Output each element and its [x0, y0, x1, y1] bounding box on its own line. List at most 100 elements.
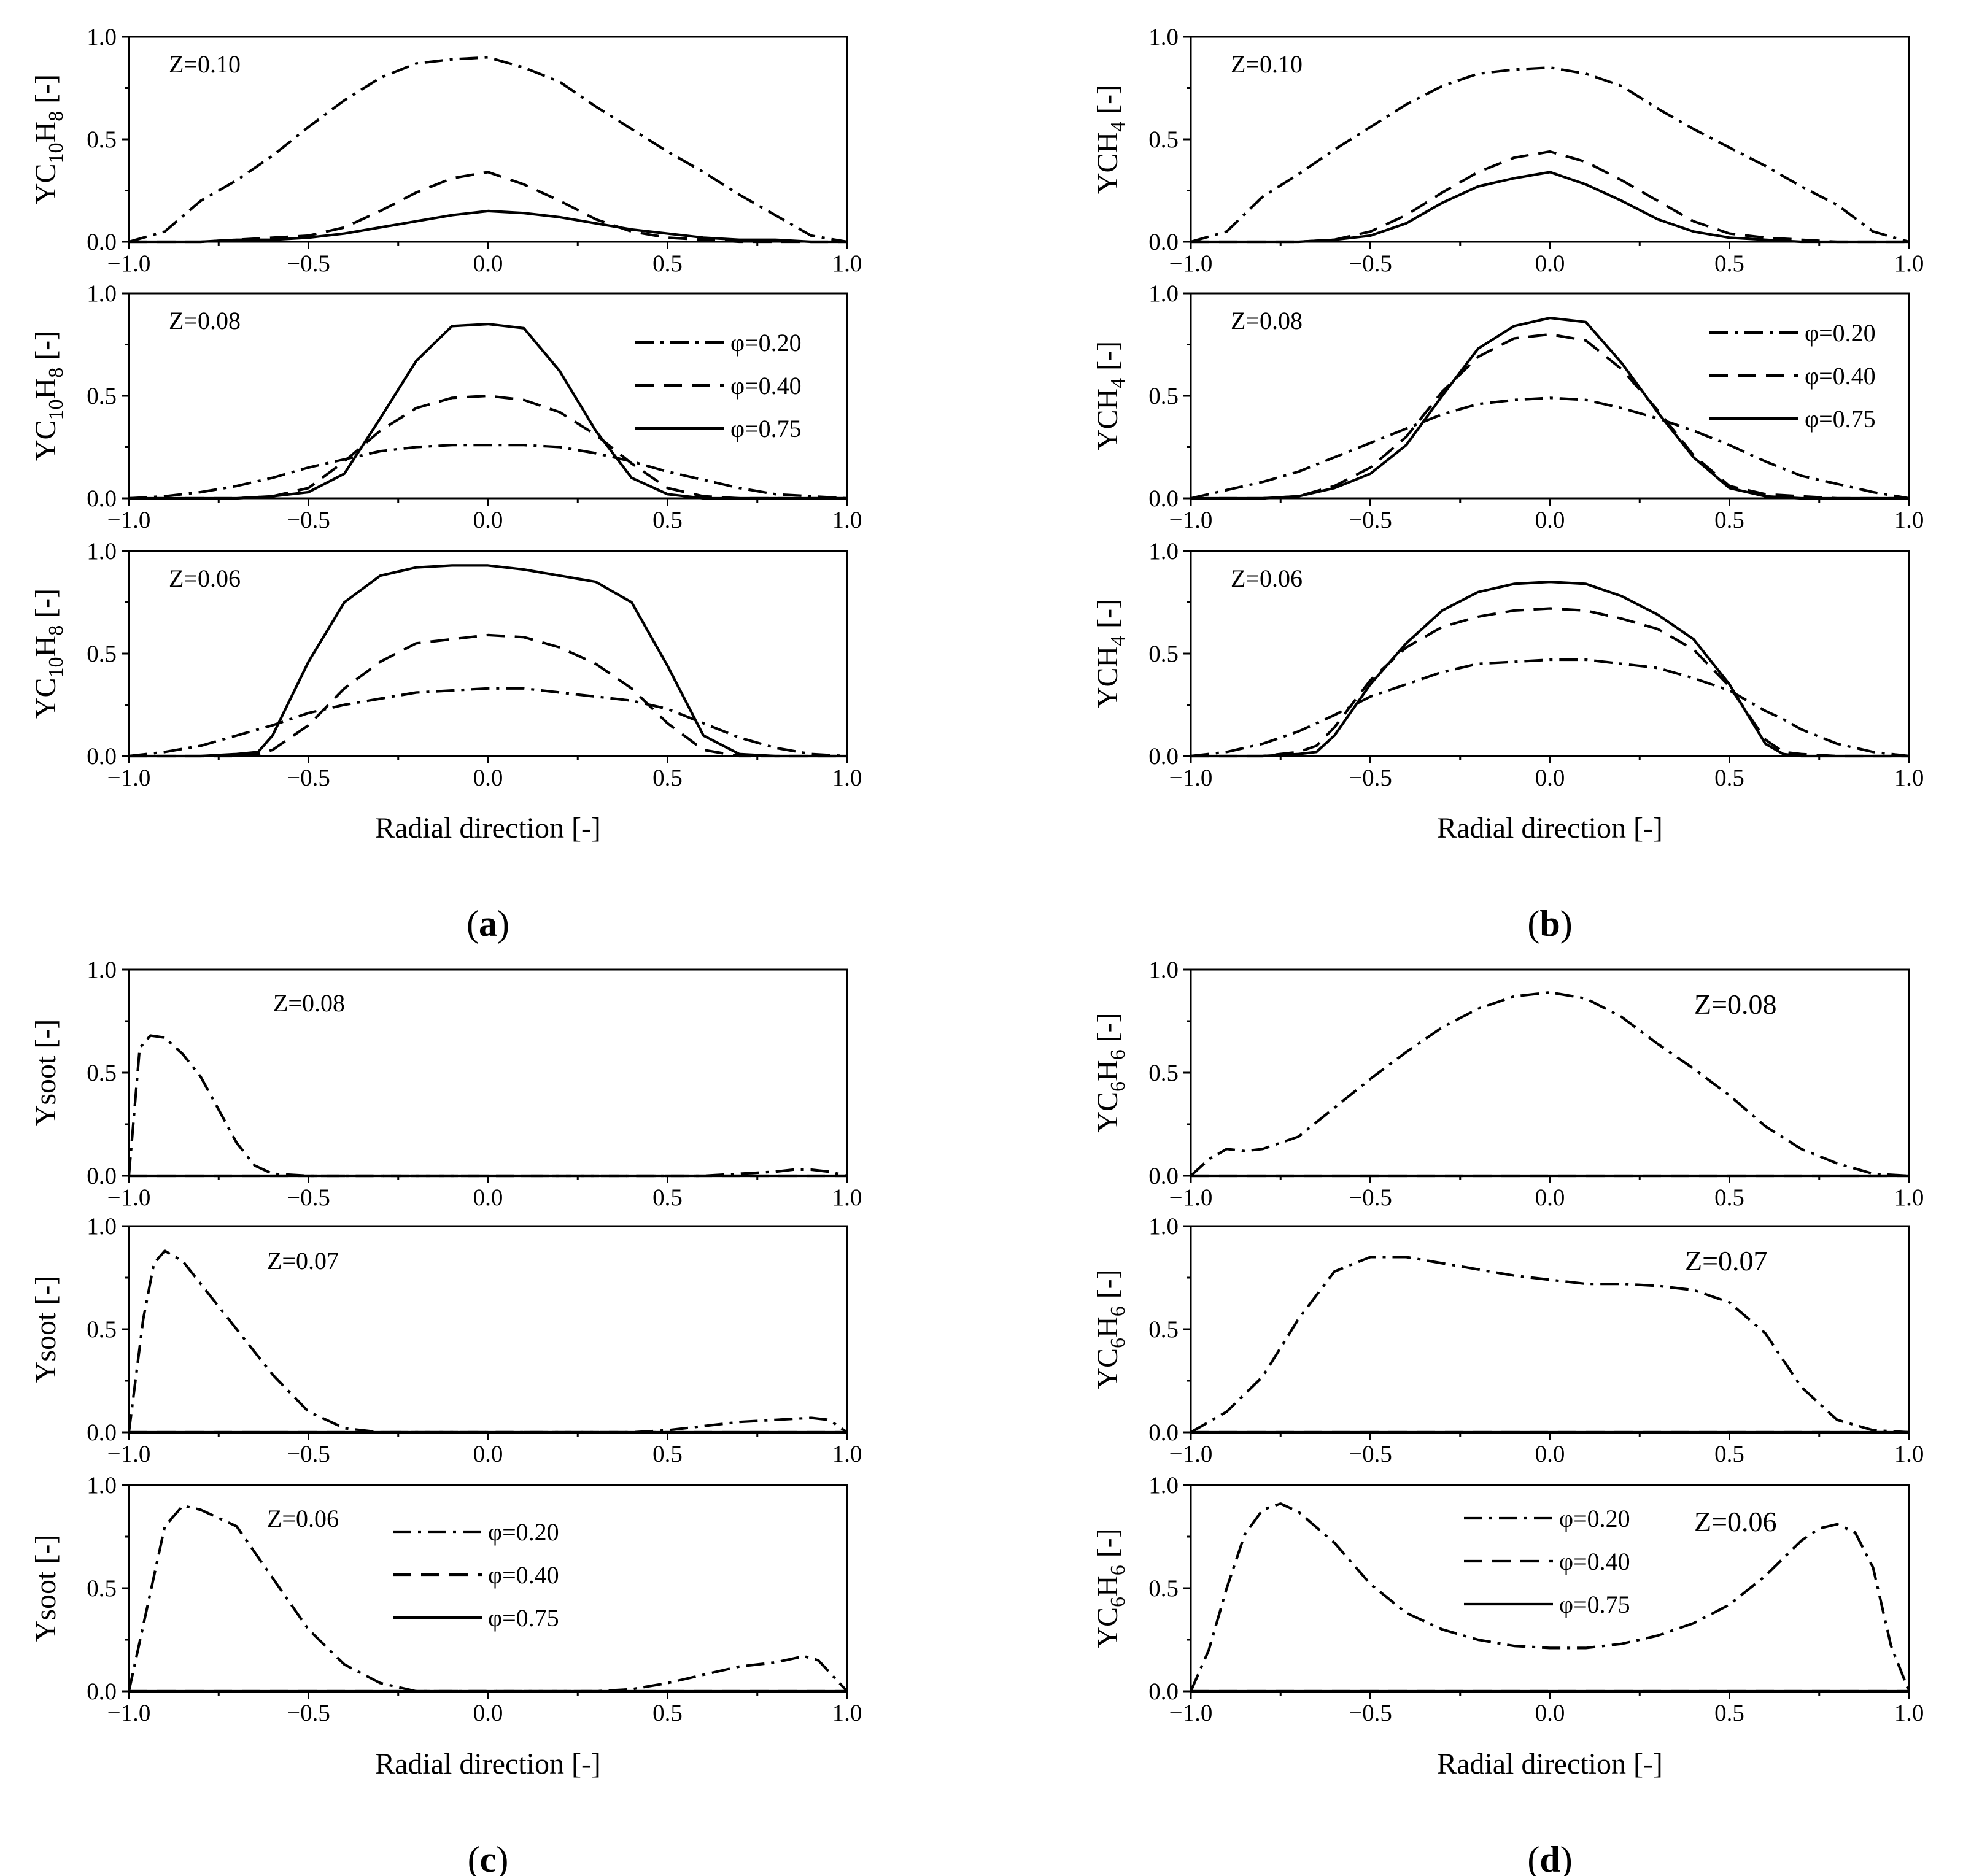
y-tick-label: 1.0 — [87, 538, 117, 565]
x-tick-label: 1.0 — [832, 250, 862, 277]
x-tick-label: 0.0 — [473, 765, 503, 791]
plot-frame — [1190, 1484, 1910, 1693]
x-tick-label: −0.5 — [1349, 250, 1392, 277]
y-axis-title-part: Ysoot [-] — [29, 1019, 62, 1127]
x-tick-label: 0.0 — [1535, 765, 1565, 791]
y-axis-title-subscript: 6 — [1107, 1081, 1129, 1092]
series-line-dashdot — [127, 1249, 848, 1434]
x-tick-label: −0.5 — [287, 1700, 330, 1726]
series-line-dash — [129, 171, 847, 244]
y-tick-label: 0.5 — [87, 1575, 117, 1602]
legend-label: φ=0.75 — [488, 1604, 559, 1632]
y-tick-label: 0.5 — [1148, 383, 1179, 409]
y-axis-title-part: H — [1091, 1575, 1124, 1597]
y-axis-title-part: [-] — [1091, 341, 1124, 378]
y-tick-label: 0.5 — [87, 126, 117, 153]
series-line-dash — [1191, 333, 1909, 500]
x-tick-label: 0.5 — [652, 1184, 683, 1211]
y-axis-title-part: H — [29, 636, 62, 657]
legend: φ=0.20 φ=0.40 φ=0.75 — [635, 329, 802, 442]
y-axis-title: YCH4 [-] — [1091, 599, 1129, 708]
subplot-c-1: −1.0 −0.5 0.0 0.5 1.0 0.0 0.5 1.0 Ysoot [-] Z=0.0… — [29, 957, 862, 1211]
y-axis-title-part: [-] — [29, 589, 62, 625]
y-axis-title: Ysoot [-] — [29, 1276, 62, 1383]
x-tick-label: −0.5 — [1349, 507, 1392, 533]
x-tick-label: 1.0 — [832, 765, 862, 791]
x-axis-title: Radial direction [-] — [375, 1748, 601, 1780]
x-tick-label: −0.5 — [287, 1184, 330, 1211]
x-tick-label: −0.5 — [1349, 1700, 1392, 1726]
y-axis-title: Ysoot [-] — [29, 1535, 62, 1642]
y-axis-title-part: H — [29, 122, 62, 143]
x-tick-label: 0.5 — [1714, 1700, 1744, 1726]
y-tick-label: 0.0 — [1148, 229, 1179, 255]
y-axis-title-part: YC — [29, 163, 62, 204]
series-line-dashdot — [1190, 1256, 1910, 1434]
panel-label-letter: b — [1539, 903, 1560, 944]
legend-label: φ=0.40 — [1559, 1548, 1630, 1575]
series-line-dashdot — [1190, 658, 1910, 758]
x-tick-label: 0.5 — [1714, 1184, 1744, 1211]
y-tick-label: 0.0 — [87, 743, 117, 770]
y-axis-title-part: YCH — [1091, 646, 1124, 708]
y-axis-title: YCH4 [-] — [1091, 341, 1129, 450]
y-axis-title-part: [-] — [1091, 1013, 1124, 1049]
y-tick-label: 0.0 — [1148, 1419, 1179, 1446]
x-tick-label: 1.0 — [1894, 765, 1924, 791]
series-line-dashdot — [128, 444, 848, 500]
y-axis-title-part: YC — [29, 420, 62, 461]
y-axis-title-subscript: 10 — [45, 399, 68, 420]
y-axis-title-subscript: 4 — [1107, 636, 1129, 646]
y-tick-label: 0.5 — [1148, 1316, 1179, 1343]
x-tick-label: −0.5 — [1349, 1184, 1392, 1211]
y-tick-label: 1.0 — [1148, 1472, 1179, 1499]
legend: φ=0.20 φ=0.40 φ=0.75 — [1709, 319, 1876, 433]
x-tick-label: −1.0 — [107, 507, 151, 533]
y-axis-title-part: [-] — [29, 331, 62, 368]
y-tick-label: 0.0 — [87, 1419, 117, 1446]
panel-label-open: ( — [1527, 903, 1539, 944]
legend: φ=0.20 φ=0.40 φ=0.75 — [1464, 1505, 1630, 1618]
x-tick-label: 1.0 — [1894, 507, 1924, 533]
x-tick-label: −0.5 — [1349, 765, 1392, 791]
y-axis-title-part: [-] — [1091, 1269, 1124, 1306]
x-tick-label: −1.0 — [1169, 250, 1213, 277]
x-tick-label: 0.0 — [1535, 507, 1565, 533]
y-axis-title-part: YC — [1091, 1348, 1124, 1389]
z-label: Z=0.08 — [1694, 989, 1777, 1020]
y-axis-title-subscript: 6 — [1107, 1597, 1129, 1607]
y-tick-label: 1.0 — [1148, 280, 1179, 307]
legend-label: φ=0.75 — [1559, 1591, 1630, 1618]
x-tick-label: −1.0 — [1169, 507, 1213, 533]
series-line-dashdot — [128, 687, 848, 758]
legend-label: φ=0.20 — [1805, 319, 1876, 347]
y-axis-title-part: [-] — [29, 74, 62, 111]
x-tick-label: 0.0 — [1535, 1184, 1565, 1211]
y-tick-label: 0.5 — [1148, 641, 1179, 667]
y-tick-label: 1.0 — [87, 24, 117, 50]
x-tick-label: −1.0 — [107, 1441, 151, 1467]
legend-label: φ=0.20 — [730, 329, 802, 357]
panel-label-open: ( — [467, 903, 479, 944]
x-tick-label: 0.0 — [1535, 1700, 1565, 1726]
x-tick-label: 0.5 — [652, 765, 683, 791]
panel-label-open: ( — [468, 1839, 480, 1876]
x-axis-title: Radial direction [-] — [375, 812, 601, 844]
panel-label: (c) — [468, 1839, 509, 1876]
y-tick-label: 0.0 — [1148, 485, 1179, 512]
y-axis-title-part: H — [1091, 1060, 1124, 1081]
y-axis-title: YC10H8 [-] — [29, 331, 68, 461]
x-tick-label: 1.0 — [832, 1441, 862, 1467]
x-tick-label: −1.0 — [1169, 1441, 1213, 1467]
panel-label-close: ) — [496, 1839, 508, 1876]
x-tick-label: 0.0 — [473, 507, 503, 533]
x-tick-label: −1.0 — [1169, 765, 1213, 791]
y-tick-label: 1.0 — [1148, 24, 1179, 50]
x-tick-label: 0.5 — [1714, 507, 1744, 533]
x-tick-label: 0.5 — [652, 250, 683, 277]
y-tick-label: 0.5 — [87, 1316, 117, 1343]
